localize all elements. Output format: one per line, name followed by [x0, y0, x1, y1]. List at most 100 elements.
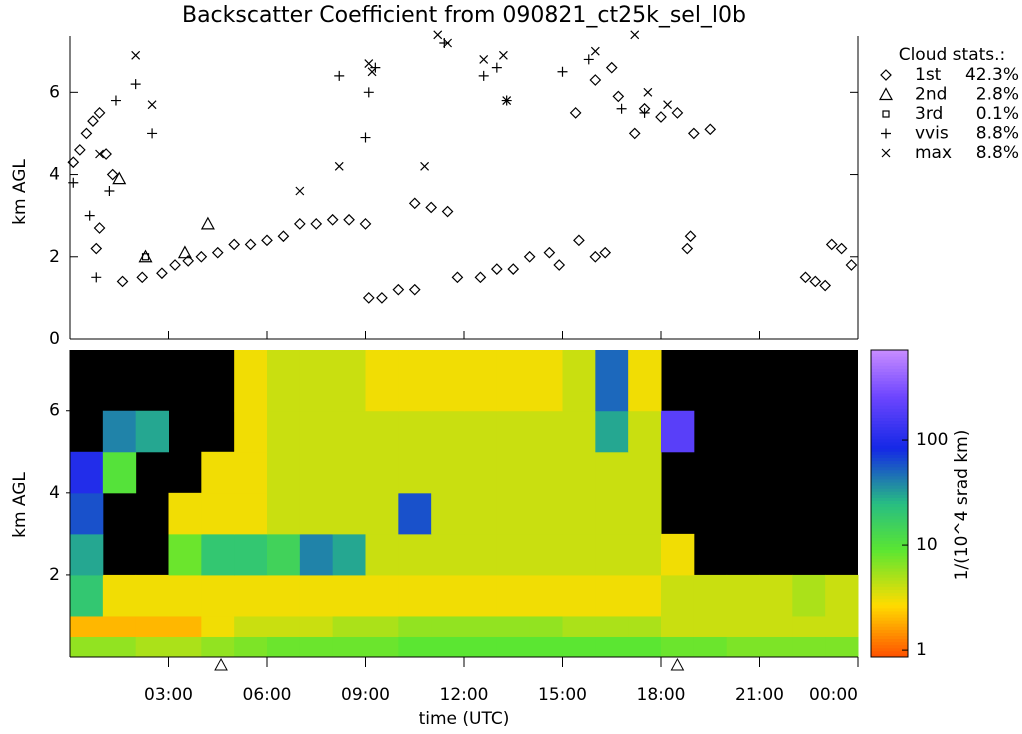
- heatmap-cell: [628, 410, 662, 453]
- colorbar-segment: [871, 509, 908, 514]
- colorbar-segment: [871, 359, 908, 363]
- colorbar-segment: [871, 623, 908, 627]
- heatmap-cell: [398, 615, 432, 637]
- heatmap-cell: [365, 533, 399, 576]
- heatmap-cell: [299, 533, 334, 576]
- data-point: [116, 275, 129, 288]
- data-point: [359, 218, 372, 230]
- colorbar-segment: [871, 515, 908, 520]
- colorbar-segment: [871, 435, 908, 440]
- colorbar-segment: [871, 494, 908, 498]
- data-point: [825, 238, 838, 251]
- data-point: [573, 234, 585, 247]
- colorbar-segment: [871, 478, 908, 483]
- colorbar-segment: [871, 426, 908, 431]
- heatmap-cell: [398, 636, 432, 658]
- data-point: [334, 70, 345, 81]
- colorbar-segment: [871, 534, 908, 538]
- colorbar-segment: [871, 497, 908, 501]
- data-point: [100, 148, 112, 160]
- colorbar-segment: [871, 451, 908, 455]
- heatmap-cell: [168, 615, 202, 637]
- heatmap-cell: [135, 574, 169, 617]
- legend-symbol: [881, 128, 891, 139]
- data-point: [799, 271, 812, 284]
- colorbar-segment: [871, 506, 908, 511]
- data-point: [441, 205, 454, 218]
- heatmap-cell: [168, 636, 202, 658]
- data-point: [643, 87, 653, 97]
- heatmap-cell: [595, 615, 629, 637]
- colorbar-segment: [871, 571, 908, 575]
- data-point: [630, 30, 640, 40]
- colorbar-segment: [871, 610, 908, 615]
- heatmap-cell: [464, 615, 498, 637]
- colorbar-segment: [871, 368, 908, 372]
- colorbar-segment: [871, 371, 908, 376]
- heatmap-cell: [464, 410, 498, 453]
- data-point: [147, 100, 157, 110]
- heatmap-cell: [70, 451, 104, 494]
- colorbar-segment: [871, 549, 908, 554]
- colorbar-segment: [871, 429, 908, 434]
- colorbar-tick-label: 10: [916, 535, 938, 555]
- data-point: [671, 107, 684, 119]
- data-point: [408, 197, 421, 210]
- colorbar-segment: [871, 392, 908, 397]
- legend-symbol: [880, 69, 892, 81]
- data-point: [819, 279, 832, 292]
- data-point: [433, 30, 443, 40]
- y-tick-label: 6: [49, 401, 60, 421]
- chart-title: Backscatter Coefficient from 090821_ct25…: [182, 3, 746, 28]
- heatmap-cell: [562, 574, 596, 617]
- heatmap-cell: [529, 492, 563, 535]
- data-point: [200, 216, 215, 230]
- heatmap-cell: [299, 636, 334, 658]
- colorbar-segment: [871, 399, 908, 403]
- heatmap-cell: [496, 615, 531, 637]
- data-point: [684, 230, 697, 243]
- heatmap-cell: [759, 615, 793, 637]
- data-point: [310, 218, 323, 230]
- colorbar-segment: [871, 580, 908, 584]
- heatmap-cell: [332, 451, 366, 494]
- heatmap-cell: [299, 615, 334, 637]
- colorbar-segment: [871, 632, 908, 637]
- heatmap-cell: [792, 574, 826, 617]
- heatmap-cell: [431, 350, 465, 412]
- colorbar-segment: [871, 439, 908, 443]
- heatmap-cell: [464, 492, 498, 535]
- colorbar-segment: [871, 558, 908, 563]
- heatmap-cell: [234, 533, 268, 576]
- heatmap-cell: [529, 636, 563, 658]
- data-point: [451, 271, 464, 284]
- heatmap-cell: [628, 451, 662, 494]
- colorbar-segment: [871, 454, 908, 458]
- heatmap-cell: [431, 574, 465, 617]
- heatmap-cell: [267, 350, 301, 412]
- heatmap-cell: [234, 451, 268, 494]
- data-point: [681, 242, 694, 255]
- colorbar-segment: [871, 402, 908, 406]
- heatmap-cell: [332, 410, 366, 453]
- colorbar-segment: [871, 644, 908, 649]
- heatmap-cell: [201, 492, 235, 535]
- data-point: [177, 245, 192, 259]
- heatmap-cell: [365, 410, 399, 453]
- data-point: [362, 292, 375, 304]
- colorbar-segment: [871, 353, 908, 357]
- heatmap-cell: [595, 574, 629, 617]
- data-point: [845, 259, 858, 271]
- data-point: [80, 127, 93, 140]
- heatmap-cell: [135, 410, 169, 453]
- data-point: [589, 74, 602, 86]
- heatmap-cell: [529, 350, 563, 412]
- heatmap-cell: [431, 410, 465, 453]
- heatmap-cell: [825, 574, 859, 617]
- legend-label: 1st: [915, 65, 942, 85]
- data-point: [687, 127, 700, 140]
- data-point: [491, 62, 502, 73]
- colorbar-segment: [871, 423, 908, 428]
- heatmap-cell: [562, 492, 596, 535]
- heatmap-cell: [267, 615, 301, 637]
